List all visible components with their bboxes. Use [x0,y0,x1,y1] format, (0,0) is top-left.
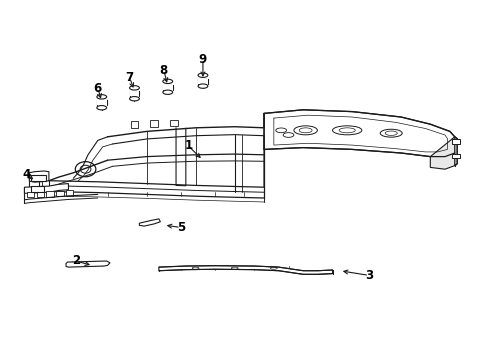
Polygon shape [169,120,177,126]
Text: 6: 6 [94,82,102,95]
Polygon shape [37,192,44,197]
Polygon shape [129,91,139,96]
Polygon shape [429,137,456,169]
Polygon shape [159,266,332,274]
Polygon shape [56,191,63,196]
Text: 3: 3 [365,269,372,282]
Ellipse shape [163,79,172,84]
Text: 9: 9 [199,53,206,66]
Polygon shape [29,171,49,182]
Polygon shape [130,121,138,128]
Ellipse shape [97,95,106,99]
Polygon shape [66,261,110,267]
Polygon shape [31,186,44,192]
Polygon shape [198,79,207,84]
Polygon shape [46,191,54,197]
Polygon shape [24,184,68,193]
FancyBboxPatch shape [451,139,459,144]
Polygon shape [150,120,158,127]
Text: 4: 4 [23,168,31,181]
Polygon shape [139,219,160,226]
Polygon shape [31,175,46,181]
Text: 7: 7 [125,71,133,84]
Text: 8: 8 [160,64,167,77]
Ellipse shape [129,86,139,90]
Ellipse shape [97,105,106,110]
Text: 5: 5 [177,221,184,234]
Text: 1: 1 [184,139,192,152]
Polygon shape [97,100,106,105]
Ellipse shape [163,90,172,94]
FancyBboxPatch shape [451,154,459,158]
Polygon shape [66,190,73,196]
Polygon shape [163,85,172,90]
Text: 2: 2 [72,255,80,267]
Ellipse shape [198,84,207,88]
Ellipse shape [129,96,139,101]
Polygon shape [27,192,34,197]
Ellipse shape [198,73,207,77]
Polygon shape [264,110,454,157]
